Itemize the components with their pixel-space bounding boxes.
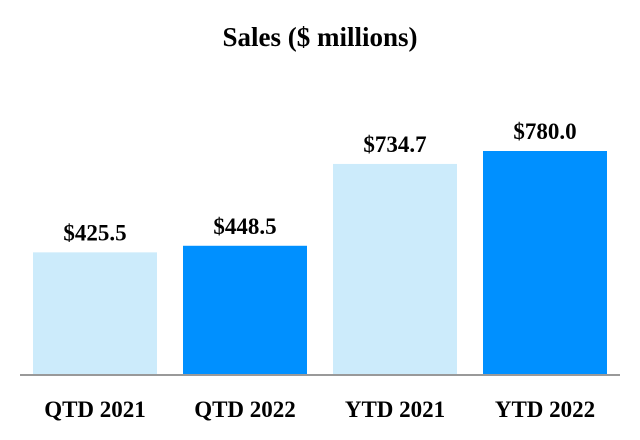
x-tick-label: YTD 2021 xyxy=(345,397,445,422)
bar-ytd-2021 xyxy=(333,163,457,374)
x-tick-label: QTD 2022 xyxy=(194,397,296,422)
data-label: $425.5 xyxy=(63,220,126,245)
bar-qtd-2021 xyxy=(33,252,157,374)
x-tick-label: YTD 2022 xyxy=(495,397,595,422)
data-label: $448.5 xyxy=(213,214,276,239)
data-label: $780.0 xyxy=(513,119,576,144)
chart-title: Sales ($ millions) xyxy=(222,22,417,52)
bar-ytd-2022 xyxy=(483,151,607,374)
bar-qtd-2022 xyxy=(183,245,307,374)
x-tick-label: QTD 2021 xyxy=(44,397,146,422)
data-label: $734.7 xyxy=(363,132,426,157)
